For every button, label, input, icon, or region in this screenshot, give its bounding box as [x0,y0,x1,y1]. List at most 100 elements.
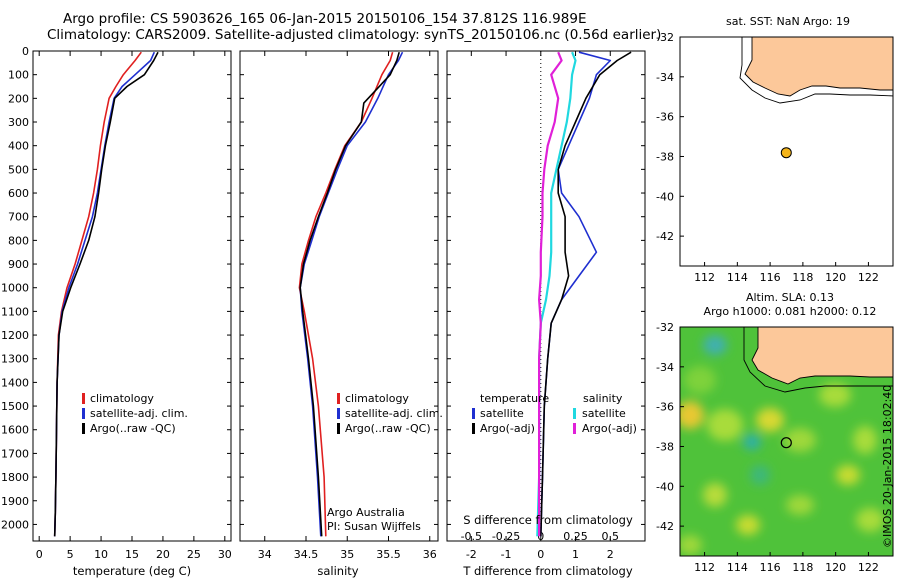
map-y-tick-label: -40 [656,480,674,493]
sla-heatmap [680,327,893,556]
y-tick-label: 600 [8,187,29,200]
legend-label-climatology: climatology [90,392,154,405]
x-tick-label: 20 [156,548,170,561]
legend-title-temperature: temperature [480,392,549,405]
legend-swatch-satellite [337,408,340,419]
y-tick-label: 900 [8,258,29,271]
map-y-tick-label: -32 [656,321,674,334]
legend-swatch-satellite [82,408,85,419]
map-x-tick-label: 112 [694,271,715,284]
map-y-tick-label: -36 [656,111,674,124]
x-tick-label: 10 [94,548,108,561]
salinity-axes-frame [239,50,439,542]
t-difference-label: T difference from climatology [462,564,633,578]
pi-note: PI: Susan Wijffels [327,520,421,533]
map-x-tick-label: 116 [760,271,781,284]
y-tick-label: 1300 [1,353,29,366]
legend-swatch-climatology [82,393,85,404]
sla-map-title-line1: Altim. SLA: 0.13 [746,291,834,304]
legend-swatch-argo [337,423,340,434]
legend-label-climatology: climatology [345,392,409,405]
y-tick-label: 2000 [1,518,29,531]
x-tick-label: -2 [466,548,477,561]
temperature-panel: 0100200300400500600700800900100011001200… [1,45,232,578]
depth-axis: 0 100 200 300 400 500 600 700 800 900 1000 1100 1200… [1,45,231,531]
series-line-salinity-argo-adj- [537,51,563,537]
map-y-tick-label: -42 [656,230,674,243]
legend-title-salinity: salinity [583,392,623,405]
salinity-panel: 34 34.5 35 35.5 36 climatology satellite-adj… [239,50,443,578]
x-tick-label: 34.5 [294,548,319,561]
argo-float-marker [780,147,792,159]
salinity-legend: climatology satellite-adj. clim. Argo(..… [337,392,443,435]
x-tick-label: 30 [218,548,232,561]
y-tick-label: 700 [8,211,29,224]
temperature-x-label: temperature (deg C) [73,564,191,578]
imos-credit: ©IMOS 20-Jan-2015 18:02:40 [881,384,894,548]
legend-swatch-argo [82,423,85,434]
sst-map: sat. SST: NaN Argo: 19 112 114 116 118 120 12… [656,15,894,284]
s-difference-label: S difference from climatology [463,513,633,527]
map-y-tick-label: -40 [656,190,674,203]
x-top-tick-label: -0.5 [461,530,482,543]
x-tick-label: 2 [607,548,614,561]
sla-map: Altim. SLA: 0.13 Argo h1000: 0.081 h2000… [656,291,894,574]
series-line-argo-raw-qc- [299,51,400,537]
temperature-axes-frame [32,50,232,542]
y-tick-label: 300 [8,116,29,129]
salinity-x-label: salinity [317,564,358,578]
map-y-tick-label: -42 [656,520,674,533]
x-top-tick-label: 0.25 [563,530,588,543]
legend-swatch-s-satellite [573,408,576,419]
y-tick-label: 800 [8,234,29,247]
x-tick-label: 34 [258,548,272,561]
map-x-tick-label: 112 [694,561,715,574]
map-y-tick-label: -32 [656,31,674,44]
australia-coast [751,327,893,385]
temperature-legend: climatology satellite-adj. clim. Argo(..… [82,392,188,435]
sla-map-frame [679,326,894,557]
difference-x-axis: -2 -1 0 1 2 -0.5 -0.25 0 0.25 0.5 [461,51,619,561]
map-x-tick-label: 118 [792,561,813,574]
x-tick-label: 0 [36,548,43,561]
map-x-tick-label: 118 [792,271,813,284]
legend-label-s-argo: Argo(-adj) [582,422,637,435]
shelf-contour [743,327,893,393]
x-top-tick-label: 0 [537,530,544,543]
series-line-temperature-argo-adj- [540,51,632,537]
sst-map-title: sat. SST: NaN Argo: 19 [726,15,850,28]
y-tick-label: 0 [22,45,29,58]
map-x-tick-label: 122 [858,271,879,284]
difference-panel: -2 -1 0 1 2 -0.5 -0.25 0 0.25 0.5 temperature sal… [446,50,646,578]
title-line-1: Argo profile: CS 5903626_165 06-Jan-2015… [63,11,587,27]
map-x-tick-label: 120 [825,271,846,284]
y-tick-label: 100 [8,69,29,82]
title-line-2: Climatology: CARS2009. Satellite-adjuste… [47,27,662,43]
legend-swatch-t-satellite [472,408,475,419]
x-tick-label: 15 [125,548,139,561]
temperature-x-axis: 0 5 10 15 20 25 30 [36,51,232,561]
y-tick-label: 1500 [1,400,29,413]
legend-label-t-argo: Argo(-adj) [480,422,535,435]
x-tick-label: 25 [187,548,201,561]
argo-australia-note: Argo Australia [327,506,405,519]
x-top-tick-label: 0.5 [602,530,620,543]
sst-map-frame [679,36,894,267]
map-x-tick-label: 122 [858,561,879,574]
y-tick-label: 1600 [1,424,29,437]
legend-label-argo: Argo(..raw -QC) [345,422,431,435]
legend-label-satellite: satellite-adj. clim. [90,407,188,420]
map-y-tick-label: -34 [656,71,674,84]
map-x-tick-label: 114 [727,561,748,574]
y-tick-label: 400 [8,140,29,153]
sst-map-axes: 112 114 116 118 120 122 -32 -34 -36 -38 -40 -42 [656,31,879,284]
shelf-contour [739,37,893,104]
y-tick-label: 500 [8,163,29,176]
legend-swatch-s-argo [573,423,576,434]
difference-series [536,51,632,537]
sla-map-title-line2: Argo h1000: 0.081 h2000: 0.12 [704,305,877,318]
x-tick-label: -1 [501,548,512,561]
australia-coast [744,37,893,97]
difference-depth-ticks [447,50,645,525]
